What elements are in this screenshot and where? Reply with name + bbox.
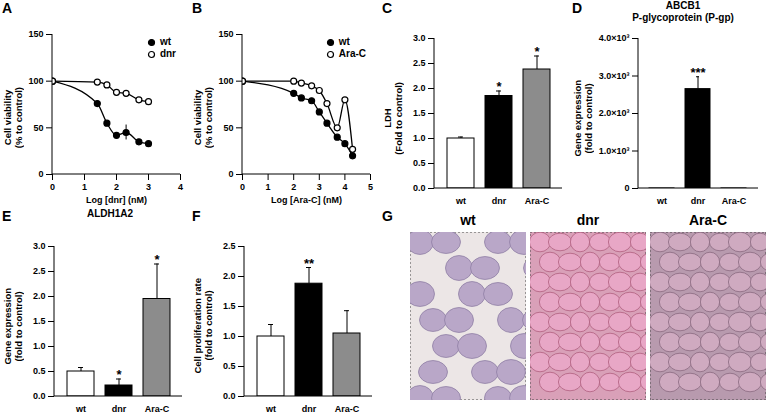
- svg-text:2.5: 2.5: [33, 266, 46, 276]
- html-text:ABCB1 P-glycoprotein (P-gp): ABCB1 P-glycoprotein (P-gp): [632, 0, 734, 23]
- svg-text:*: *: [116, 367, 122, 382]
- svg-text:50: 50: [33, 123, 43, 133]
- svg-text:wt: wt: [75, 404, 86, 414]
- svg-text:*: *: [154, 252, 160, 267]
- svg-text:3: 3: [146, 182, 151, 192]
- svg-text:3: 3: [317, 182, 322, 192]
- svg-text:3.0: 3.0: [33, 241, 46, 251]
- svg-text:0.0: 0.0: [413, 183, 426, 193]
- html-text:Cell proliferation rate (fold: Cell proliferation rate (fold to control…: [192, 278, 214, 374]
- svg-text:1.5: 1.5: [33, 316, 46, 326]
- html-text:dnr: dnr: [576, 212, 600, 228]
- svg-text:4: 4: [178, 182, 183, 192]
- svg-text:0: 0: [38, 169, 43, 179]
- html-text:E: E: [2, 208, 12, 224]
- svg-text:**: **: [304, 256, 315, 271]
- svg-text:dnr: dnr: [302, 404, 317, 414]
- html-text:Ara-C: Ara-C: [688, 212, 728, 228]
- svg-text:4.0×10³: 4.0×10³: [599, 33, 630, 43]
- svg-text:***: ***: [690, 65, 706, 80]
- svg-text:0: 0: [624, 183, 629, 193]
- html-text:B: B: [192, 0, 203, 16]
- svg-text:2.0: 2.0: [223, 271, 236, 281]
- svg-text:3.0: 3.0: [413, 33, 426, 43]
- svg-text:Ara-C: Ara-C: [722, 196, 747, 206]
- svg-text:4: 4: [342, 182, 347, 192]
- svg-text:0.5: 0.5: [33, 366, 46, 376]
- svg-text:dnr: dnr: [691, 196, 706, 206]
- svg-text:1: 1: [266, 182, 271, 192]
- svg-text:150: 150: [28, 29, 43, 39]
- svg-text:*: *: [496, 79, 502, 94]
- svg-text:150: 150: [218, 29, 233, 39]
- svg-text:Ara-C: Ara-C: [525, 196, 550, 206]
- html-text:Cell viability (% to control): Cell viability (% to control): [2, 87, 24, 149]
- html-text:Cell viability (% to control): Cell viability (% to control): [192, 87, 214, 149]
- html-text:Gene expression (fold to contr: Gene expression (fold to control): [572, 79, 594, 157]
- svg-text:dnr: dnr: [112, 404, 127, 414]
- svg-text:2.0: 2.0: [33, 291, 46, 301]
- svg-text:Ara-C: Ara-C: [145, 404, 170, 414]
- html-text:Gene expression (fold to contr: Gene expression (fold to control): [2, 287, 24, 365]
- svg-text:1.5: 1.5: [413, 108, 426, 118]
- svg-text:wt: wt: [455, 196, 466, 206]
- svg-text:0: 0: [228, 169, 233, 179]
- svg-text:100: 100: [218, 76, 233, 86]
- svg-text:dnr: dnr: [492, 196, 507, 206]
- svg-text:1.0: 1.0: [33, 341, 46, 351]
- svg-text:Log [dnr] (nM): Log [dnr] (nM): [86, 195, 147, 205]
- html-text:wt: wt: [460, 212, 476, 228]
- svg-text:0.5: 0.5: [413, 158, 426, 168]
- svg-text:wt: wt: [656, 196, 667, 206]
- html-text:Ara-C: Ara-C: [338, 48, 366, 59]
- html-text:wt: wt: [159, 36, 171, 47]
- svg-text:2: 2: [114, 182, 119, 192]
- svg-text:0.0: 0.0: [33, 391, 46, 401]
- html-text:D: D: [572, 0, 583, 16]
- svg-text:0.5: 0.5: [223, 361, 236, 371]
- html-text:LDH (Fold to control): LDH (Fold to control): [382, 81, 404, 155]
- svg-text:0: 0: [50, 182, 55, 192]
- svg-text:*: *: [534, 44, 540, 59]
- html-text:F: F: [192, 208, 201, 224]
- svg-text:Log [Ara-C] (nM): Log [Ara-C] (nM): [271, 195, 342, 205]
- html-text:dnr: dnr: [159, 48, 176, 59]
- svg-text:Ara-C: Ara-C: [335, 404, 360, 414]
- html-text:C: C: [382, 0, 393, 16]
- svg-text:2.0: 2.0: [413, 83, 426, 93]
- svg-text:2.5: 2.5: [413, 58, 426, 68]
- svg-text:0.0: 0.0: [223, 391, 236, 401]
- svg-text:2: 2: [291, 182, 296, 192]
- svg-text:1.0: 1.0: [413, 133, 426, 143]
- svg-text:5: 5: [368, 182, 373, 192]
- svg-text:1.5: 1.5: [223, 301, 236, 311]
- svg-text:50: 50: [223, 123, 233, 133]
- html-text:A: A: [2, 0, 13, 16]
- svg-text:2.5: 2.5: [223, 241, 236, 251]
- svg-text:1.0×10³: 1.0×10³: [599, 146, 630, 156]
- html-text:ALDH1A2: ALDH1A2: [86, 208, 134, 219]
- svg-text:1: 1: [82, 182, 87, 192]
- svg-text:wt: wt: [265, 404, 276, 414]
- html-text:G: G: [382, 208, 393, 224]
- svg-text:3.0×10³: 3.0×10³: [599, 71, 630, 81]
- svg-text:100: 100: [28, 76, 43, 86]
- svg-text:0: 0: [240, 182, 245, 192]
- svg-text:2.0×10³: 2.0×10³: [599, 108, 630, 118]
- html-text:wt: wt: [338, 36, 350, 47]
- svg-text:1.0: 1.0: [223, 331, 236, 341]
